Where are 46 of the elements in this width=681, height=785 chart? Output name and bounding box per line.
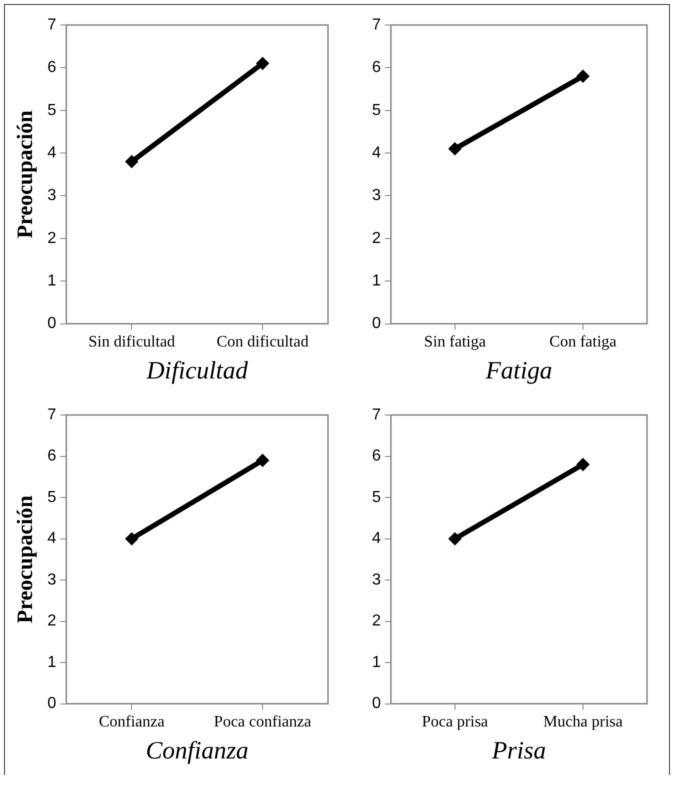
y-tick-label: 2 xyxy=(372,230,381,247)
y-tick-label: 3 xyxy=(372,571,381,588)
y-tick-label: 4 xyxy=(47,530,56,548)
x-tick-label: Mucha prisa xyxy=(543,714,623,731)
y-tick-label: 6 xyxy=(372,59,381,76)
y-tick-label: 6 xyxy=(372,448,381,465)
y-tick-label: 0 xyxy=(372,695,381,712)
x-axis-title: Confianza xyxy=(146,738,249,765)
y-tick-label: 7 xyxy=(372,16,381,34)
y-tick-label: 0 xyxy=(47,315,56,332)
x-tick-label: Sin dificultad xyxy=(88,334,176,351)
y-tick-label: 3 xyxy=(47,187,56,204)
y-tick-label: 1 xyxy=(47,654,56,671)
y-tick-label: 7 xyxy=(372,406,381,424)
y-tick-label: 1 xyxy=(372,272,381,290)
y-tick-label: 3 xyxy=(47,571,56,588)
x-tick-label: Poca prisa xyxy=(422,714,488,731)
y-tick-label: 4 xyxy=(47,144,56,162)
y-tick-label: 0 xyxy=(372,315,381,332)
y-tick-label: 5 xyxy=(47,102,56,119)
y-tick-label: 0 xyxy=(47,695,56,712)
y-tick-label: 2 xyxy=(47,230,56,247)
y-tick-label: 1 xyxy=(47,272,56,290)
x-tick-label: Poca confianza xyxy=(214,714,312,731)
x-axis-title: Prisa xyxy=(490,738,546,765)
y-tick-label: 2 xyxy=(372,612,381,630)
x-tick-label: Confianza xyxy=(98,714,165,731)
y-tick-label: 6 xyxy=(47,59,56,76)
y-tick-label: 5 xyxy=(372,488,381,506)
y-tick-label: 4 xyxy=(372,530,381,548)
y-tick-label: 1 xyxy=(372,654,381,671)
y-tick-label: 7 xyxy=(47,406,56,424)
y-tick-label: 5 xyxy=(47,488,56,506)
y-tick-label: 3 xyxy=(372,187,381,204)
y-tick-label: 6 xyxy=(47,448,56,465)
x-tick-label: Con fatiga xyxy=(549,334,617,351)
x-tick-label: Con dificultad xyxy=(216,334,309,351)
y-tick-label: 5 xyxy=(372,102,381,119)
y-tick-label: 4 xyxy=(372,144,381,162)
x-tick-label: Sin fatiga xyxy=(424,334,486,351)
y-axis-title: Preocupación xyxy=(12,110,37,238)
y-axis-title: Preocupación xyxy=(12,495,37,624)
y-tick-label: 7 xyxy=(47,16,56,34)
x-axis-title: Fatiga xyxy=(484,358,552,385)
y-tick-label: 2 xyxy=(47,612,56,630)
x-axis-title: Dificultad xyxy=(145,358,248,385)
